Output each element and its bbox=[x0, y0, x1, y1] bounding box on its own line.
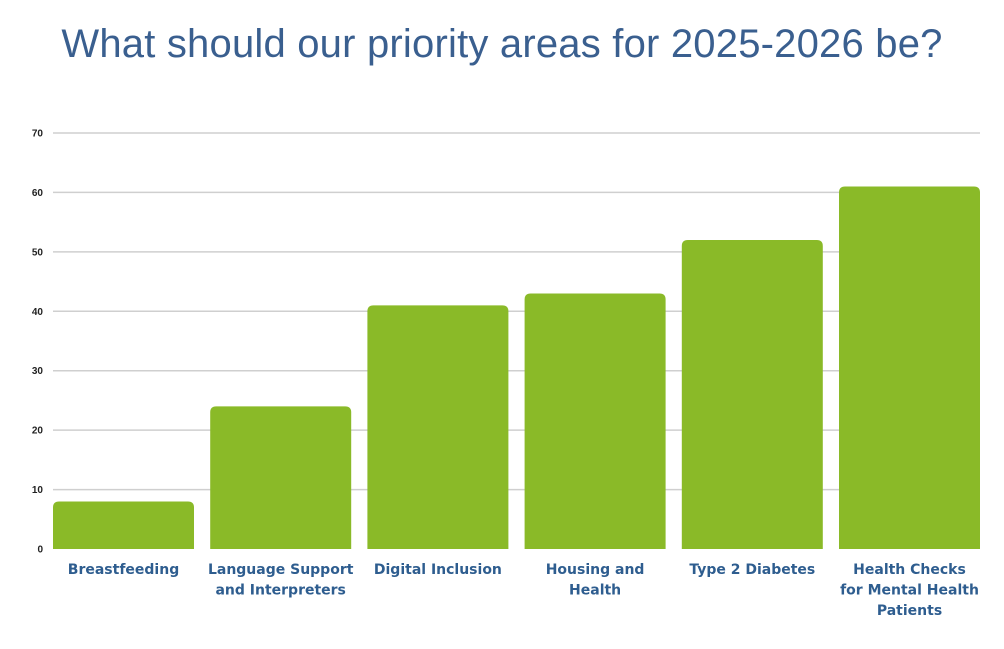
y-axis-ticks: 0 10 20 30 40 50 60 70 bbox=[32, 129, 44, 556]
y-tick-label: 20 bbox=[32, 426, 44, 437]
x-category-label: Type 2 Diabetes bbox=[689, 562, 815, 578]
x-category-label: Breastfeeding bbox=[68, 562, 179, 578]
y-tick-label: 60 bbox=[32, 188, 44, 199]
x-category-label: Digital Inclusion bbox=[374, 562, 502, 578]
bars bbox=[53, 186, 980, 549]
x-category-label: Housing and Health bbox=[546, 562, 645, 599]
y-tick-label: 30 bbox=[32, 366, 44, 377]
chart-title: What should our priority areas for 2025-… bbox=[61, 22, 943, 66]
bar bbox=[681, 239, 823, 549]
bar bbox=[53, 501, 194, 549]
y-tick-label: 70 bbox=[32, 129, 44, 140]
bar bbox=[839, 186, 980, 549]
y-tick-label: 0 bbox=[37, 545, 43, 556]
gridlines bbox=[53, 132, 980, 491]
bar bbox=[367, 305, 509, 549]
x-axis-labels: Breastfeeding Language Support and Interpr… bbox=[68, 562, 979, 619]
x-category-label: Health Checks for Mental Health Patients bbox=[840, 562, 979, 619]
bar bbox=[210, 406, 352, 549]
y-tick-label: 50 bbox=[32, 247, 44, 258]
y-tick-label: 10 bbox=[32, 485, 44, 496]
x-category-label: Language Support and Interpreters bbox=[208, 562, 354, 599]
bar bbox=[524, 293, 666, 549]
y-tick-label: 40 bbox=[32, 307, 44, 318]
